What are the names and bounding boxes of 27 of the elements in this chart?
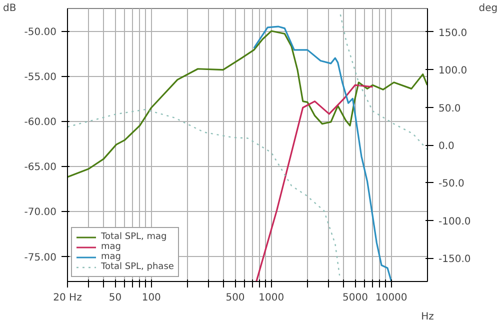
legend-label: Total SPL, phase (101, 262, 174, 272)
y2-tick-label: 150.0 (438, 28, 468, 39)
y2-tick-label: 50.0 (438, 103, 461, 114)
y2-tick-label: -50.0 (438, 178, 464, 190)
legend-label: mag (101, 252, 121, 262)
y-tick-label: -70.00 (24, 207, 57, 218)
x-tick-label: 500 (226, 292, 245, 304)
x-tick-label: 50 (108, 292, 122, 304)
x-tick-label: 100 (142, 292, 161, 304)
x-tick-label: 20 Hz (53, 292, 82, 304)
x-tick-label: 1000 (258, 292, 284, 304)
y-tick-label: -50.00 (24, 27, 57, 38)
y2-tick-label: -150.0 (438, 254, 471, 266)
x-tick-label: 10000 (375, 292, 408, 304)
x-tick-label: 5000 (342, 292, 368, 304)
legend-label: mag (101, 242, 121, 252)
y-tick-label: -55.00 (24, 72, 57, 84)
y-tick-label: -65.00 (24, 162, 57, 174)
y-tick-label: -75.00 (24, 252, 57, 264)
y-tick-label: -60.00 (24, 117, 57, 128)
y2-tick-label: 100.0 (438, 66, 468, 77)
y2-tick-label: -100.0 (438, 216, 471, 228)
legend-label: Total SPL, mag (101, 232, 167, 242)
y2-axis-title: deg (478, 3, 498, 14)
y-axis-title: dB (3, 3, 16, 14)
y2-tick-label: 0.0 (438, 141, 454, 152)
x-axis-title: Hz (421, 312, 434, 322)
